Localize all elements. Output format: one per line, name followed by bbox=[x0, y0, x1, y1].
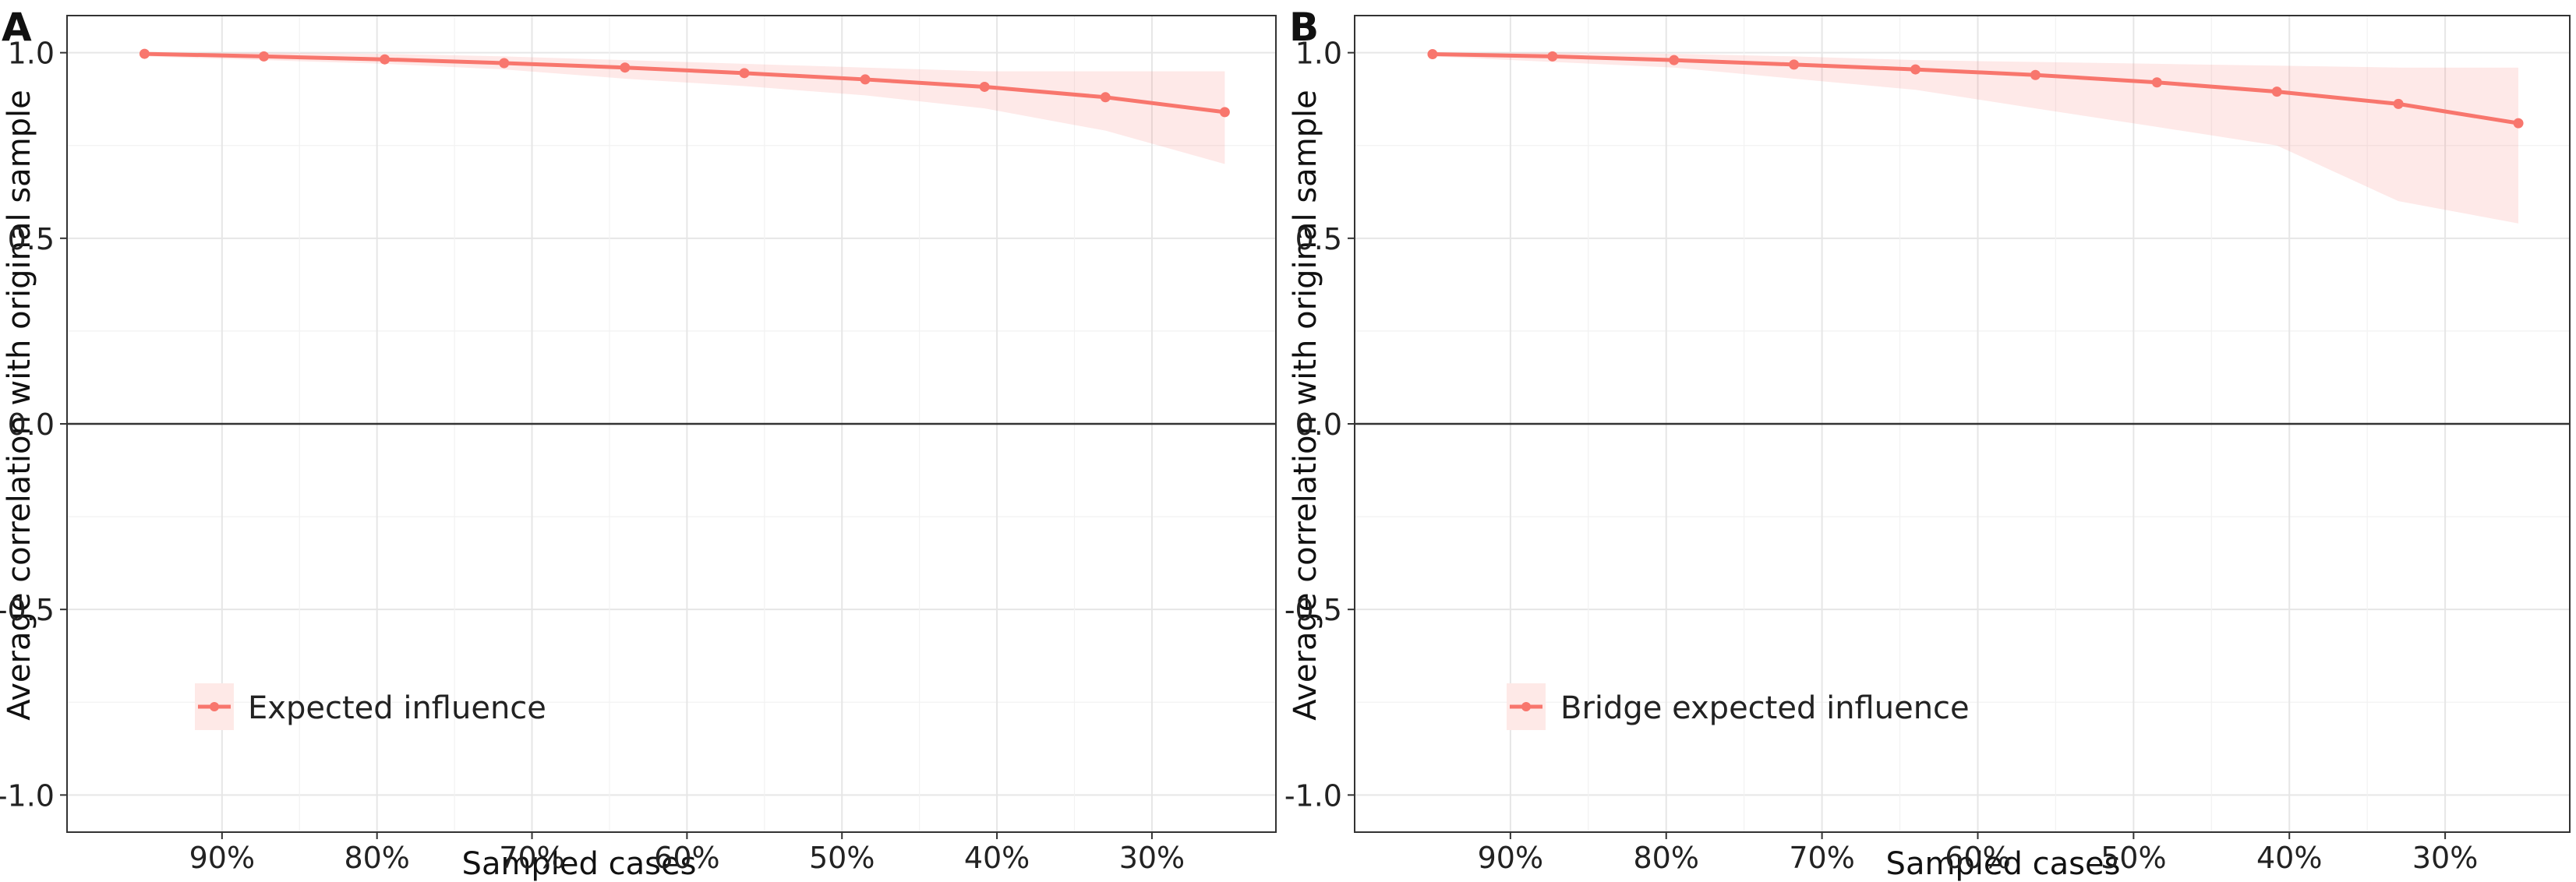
data-point bbox=[1910, 64, 1921, 75]
x-tick-label: 80% bbox=[1634, 841, 1699, 875]
x-tick-label: 80% bbox=[344, 841, 409, 875]
x-axis-ticks: 90% 80% 70% 60% 50% 40% 30% bbox=[189, 832, 1185, 875]
x-tick-label: 90% bbox=[189, 841, 255, 875]
data-point bbox=[620, 62, 631, 73]
data-point bbox=[380, 54, 390, 65]
data-point bbox=[2151, 77, 2162, 88]
legend-key-point bbox=[1521, 702, 1531, 711]
series-line bbox=[144, 51, 1225, 115]
data-point bbox=[2030, 69, 2041, 80]
series-layer bbox=[139, 48, 1230, 118]
x-tick-label: 50% bbox=[2101, 841, 2166, 875]
x-tick-label: 40% bbox=[964, 841, 1030, 875]
data-point bbox=[2513, 118, 2524, 129]
x-tick-label: 40% bbox=[2256, 841, 2322, 875]
y-tick-label: 0.5 bbox=[8, 222, 55, 256]
y-axis-ticks: 1.0 0.5 0.0 -0.5 -1.0 bbox=[0, 37, 67, 813]
x-axis-title: Sampled cases bbox=[462, 846, 697, 882]
data-point bbox=[259, 51, 270, 62]
x-tick-label: 30% bbox=[2412, 841, 2478, 875]
x-axis-ticks: 90% 80% 70% 60% 50% 40% 30% bbox=[1478, 832, 2478, 875]
data-point bbox=[1100, 92, 1111, 103]
panel-b: B Average correlation with original samp… bbox=[1284, 5, 2571, 882]
plot-frame bbox=[1354, 15, 2571, 833]
confidence-band bbox=[144, 52, 1225, 164]
data-point bbox=[499, 58, 510, 69]
y-tick-label: 0.5 bbox=[1295, 222, 1342, 256]
panel-label: B bbox=[1289, 5, 1319, 50]
confidence-band-layer bbox=[144, 52, 1225, 164]
panel-a: A Average correlation with original samp… bbox=[0, 5, 1277, 882]
legend-label: Expected influence bbox=[248, 690, 546, 726]
x-tick-label: 60% bbox=[1945, 841, 2010, 875]
y-tick-label: -0.5 bbox=[1284, 593, 1342, 627]
data-point bbox=[1547, 51, 1558, 62]
y-tick-label: -0.5 bbox=[0, 593, 55, 627]
x-axis-title: Sampled cases bbox=[1886, 846, 2121, 882]
data-point bbox=[860, 74, 871, 85]
data-point bbox=[979, 81, 990, 92]
confidence-band-layer bbox=[1432, 52, 2519, 224]
y-tick-label: -1.0 bbox=[1284, 778, 1342, 813]
data-point bbox=[1427, 49, 1438, 60]
x-tick-label: 50% bbox=[809, 841, 875, 875]
y-tick-label: 0.0 bbox=[8, 407, 55, 442]
y-axis-title: Average correlation with original sample bbox=[1288, 90, 1323, 721]
data-point bbox=[139, 48, 150, 59]
y-tick-label: -1.0 bbox=[0, 778, 55, 813]
data-point bbox=[1219, 107, 1230, 118]
legend-label: Bridge expected influence bbox=[1560, 690, 1970, 726]
series-line bbox=[1432, 52, 2519, 125]
x-tick-label: 30% bbox=[1119, 841, 1185, 875]
y-tick-label: 1.0 bbox=[8, 37, 55, 71]
legend: Expected influence bbox=[195, 683, 546, 730]
data-point bbox=[1669, 55, 1680, 65]
y-axis-ticks: 1.0 0.5 0.0 -0.5 -1.0 bbox=[1284, 37, 1355, 813]
panel-label: A bbox=[2, 5, 32, 50]
data-point bbox=[1789, 59, 1800, 70]
data-point bbox=[2393, 98, 2404, 109]
y-axis-title: Average correlation with original sample bbox=[2, 90, 37, 721]
series-layer bbox=[1427, 49, 2524, 129]
y-tick-label: 1.0 bbox=[1295, 37, 1342, 71]
legend: Bridge expected influence bbox=[1507, 683, 1970, 730]
x-tick-label: 60% bbox=[654, 841, 719, 875]
data-point bbox=[2271, 86, 2282, 97]
plot-frame bbox=[66, 15, 1277, 833]
x-tick-label: 70% bbox=[499, 841, 564, 875]
x-tick-label: 90% bbox=[1478, 841, 1543, 875]
y-tick-label: 0.0 bbox=[1295, 407, 1342, 442]
legend-key-point bbox=[210, 702, 219, 711]
confidence-band bbox=[1432, 52, 2519, 224]
x-tick-label: 70% bbox=[1789, 841, 1854, 875]
data-point bbox=[739, 68, 750, 79]
